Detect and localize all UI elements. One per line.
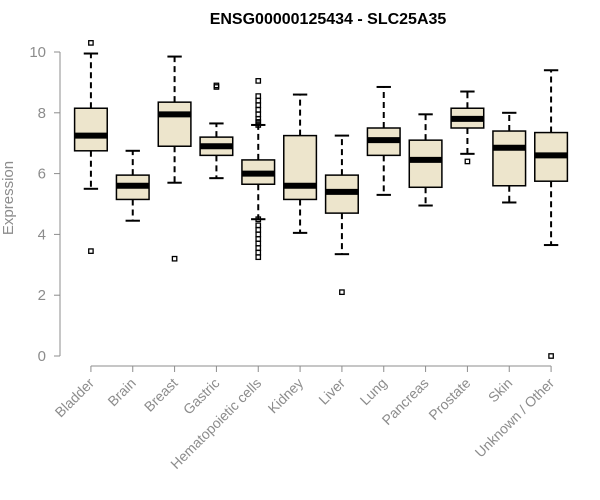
x-tick-label: Brain [104, 375, 138, 409]
box-prostate [450, 90, 485, 165]
x-tick-label: Liver [315, 375, 348, 408]
box-iqr [283, 134, 318, 201]
outlier-point [88, 40, 94, 46]
x-tick-label: Breast [141, 375, 181, 415]
outlier-point [255, 216, 262, 223]
outlier-point [88, 248, 94, 254]
outlier-point [255, 236, 262, 242]
outlier-point [255, 249, 262, 256]
y-tick-label: 8 [38, 105, 46, 122]
outlier-point [255, 222, 262, 229]
y-tick-label: 10 [29, 44, 46, 61]
outlier-point [255, 116, 262, 122]
box-bladder [73, 40, 108, 254]
x-tick-label: Bladder [52, 375, 98, 421]
outlier-point [255, 245, 262, 251]
y-tick-label: 0 [38, 348, 46, 365]
box-iqr [73, 107, 108, 152]
box-iqr [157, 101, 192, 147]
outlier-point [255, 102, 262, 109]
x-tick-label: Lung [357, 375, 390, 408]
box-hematopoietic-cells [241, 78, 276, 261]
outlier-point [255, 111, 262, 118]
outlier-point [213, 84, 220, 90]
box-unknown-other [534, 69, 569, 359]
y-axis: 0 2 4 6 8 10 [29, 44, 61, 365]
outlier-point [255, 78, 262, 84]
x-tick-label: Kidney [265, 375, 307, 417]
box-iqr [492, 130, 527, 187]
box-kidney [283, 93, 318, 234]
outlier-point [255, 106, 262, 113]
y-tick-label: 4 [38, 226, 46, 243]
outlier-point [255, 231, 262, 238]
outlier-point [213, 82, 220, 89]
outlier-point [255, 119, 262, 125]
box-liver [324, 134, 359, 296]
x-tick-label: Unknown / Other [472, 375, 558, 461]
outlier-point [255, 93, 262, 99]
box-pancreas [408, 113, 443, 207]
outlier-point [255, 240, 262, 247]
box-skin [492, 111, 527, 204]
boxes [73, 40, 569, 359]
box-lung [366, 85, 401, 196]
outlier-point [464, 158, 471, 165]
box-gastric [199, 82, 234, 180]
outlier-point [339, 289, 345, 296]
box-breast [157, 55, 192, 262]
outlier-point [255, 97, 262, 104]
x-tick-label: Prostate [425, 375, 473, 423]
outlier-point [255, 122, 262, 128]
outlier-point [548, 353, 554, 359]
box-iqr [408, 139, 443, 189]
outlier-point [255, 226, 262, 233]
y-axis-label: Expression [0, 161, 17, 235]
y-tick-label: 6 [38, 166, 46, 183]
outlier-point [171, 255, 178, 262]
x-tick-label: Pancreas [379, 375, 432, 428]
x-tick-label: Skin [485, 375, 516, 406]
box-brain [115, 149, 150, 222]
y-tick-label: 2 [38, 287, 46, 304]
chart-title: ENSG00000125434 - SLC25A35 [210, 11, 447, 28]
outlier-point [255, 254, 262, 261]
